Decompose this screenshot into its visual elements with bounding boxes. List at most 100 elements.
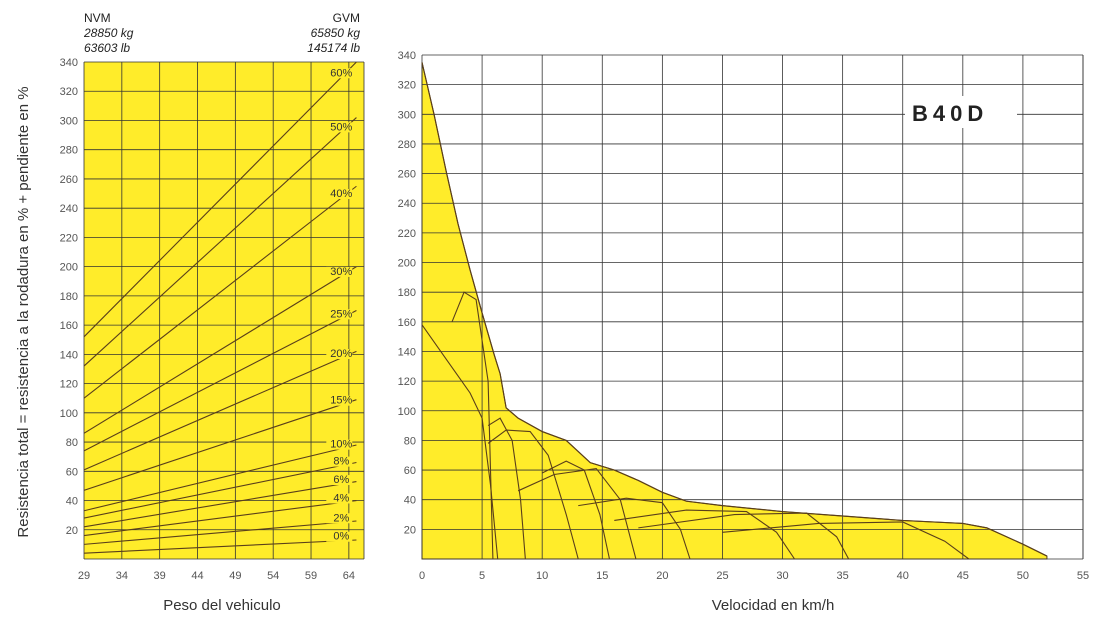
grade-line-50pct — [84, 117, 357, 367]
x-tick-label-0-3: 44 — [191, 570, 203, 582]
gear-curve-6 — [517, 467, 637, 559]
grade-line-4pct — [84, 499, 357, 537]
y-tick-label-1-8: 180 — [398, 287, 416, 299]
y-tick-label-0-3: 80 — [66, 437, 78, 449]
y-tick-label-1-12: 260 — [398, 169, 416, 181]
y-tick-label-0-4: 100 — [60, 408, 78, 420]
x-tick-label-1-4: 20 — [656, 570, 668, 582]
x-tick-label-1-11: 55 — [1077, 570, 1089, 582]
performance-envelope-outline — [421, 62, 1048, 557]
grade-line-60pct — [84, 62, 357, 338]
x-tick-label-0-2: 39 — [154, 570, 166, 582]
grade-label-bg-3 — [326, 266, 353, 277]
y-tick-label-0-5: 120 — [60, 379, 78, 391]
right-x-axis-label: Velocidad en km/h — [712, 597, 835, 614]
grade-label-2pct: 2% — [333, 512, 349, 524]
x-tick-label-1-5: 25 — [716, 570, 728, 582]
left-x-axis-label: Peso del vehiculo — [163, 597, 281, 614]
y-tick-label-0-13: 280 — [60, 145, 78, 157]
grade-label-40pct: 40% — [330, 188, 352, 200]
x-tick-label-1-9: 45 — [957, 570, 969, 582]
grade-label-20pct: 20% — [330, 348, 352, 360]
y-tick-label-1-6: 140 — [398, 346, 416, 358]
grade-line-0pct — [84, 539, 357, 554]
model-label-bg — [905, 96, 1017, 128]
grade-line-15pct — [84, 399, 357, 491]
y-tick-label-0-6: 140 — [60, 349, 78, 361]
nvm-kg: 28850 kg — [83, 26, 134, 40]
y-tick-label-1-4: 100 — [398, 406, 416, 418]
gvm-kg: 65850 kg — [311, 26, 361, 40]
gvm-lb: 145174 lb — [307, 41, 360, 55]
y-tick-label-0-8: 180 — [60, 291, 78, 303]
gear-curve-2 — [451, 291, 494, 559]
speed-panel: 0 5 10 15 20 25 30 35 40 45 50 55 20 40 60 80 100 120 140 1… — [398, 50, 1089, 582]
grade-label-bg-4 — [326, 309, 353, 320]
x-tick-label-1-3: 15 — [596, 570, 608, 582]
grade-line-40pct — [84, 185, 357, 399]
gear-curve-4 — [487, 429, 579, 559]
grade-line-8pct — [84, 461, 357, 519]
y-tick-label-1-10: 220 — [398, 228, 416, 240]
y-tick-label-0-7: 160 — [60, 320, 78, 332]
gvm-label: GVM — [333, 11, 360, 25]
grade-label-25pct: 25% — [330, 308, 352, 320]
x-tick-label-1-2: 10 — [536, 570, 548, 582]
nvm-lb: 63603 lb — [84, 41, 130, 55]
y-tick-label-0-10: 220 — [60, 232, 78, 244]
y-axis-label: Resistencia total = resistencia a la rod… — [15, 86, 32, 537]
x-tick-label-0-6: 59 — [305, 570, 317, 582]
grade-label-bg-9 — [326, 475, 353, 486]
grade-line-6pct — [84, 480, 357, 528]
grade-label-50pct: 50% — [330, 121, 352, 133]
x-tick-label-1-10: 50 — [1017, 570, 1029, 582]
gear-curve-7 — [578, 497, 691, 559]
grade-label-bg-1 — [326, 122, 353, 133]
x-tick-label-0-5: 54 — [267, 570, 279, 582]
grade-label-0pct: 0% — [333, 531, 349, 543]
y-tick-label-0-12: 260 — [60, 174, 78, 186]
x-tick-label-1-7: 35 — [837, 570, 849, 582]
y-tick-label-0-1: 40 — [66, 496, 78, 508]
x-tick-label-1-8: 40 — [897, 570, 909, 582]
nvm-label: NVM — [84, 11, 111, 25]
grade-label-bg-11 — [326, 513, 353, 524]
gear-curve-3 — [487, 417, 526, 559]
grade-label-bg-2 — [326, 189, 353, 200]
x-tick-label-0-4: 49 — [229, 570, 241, 582]
grade-label-bg-10 — [326, 493, 353, 504]
grade-label-8pct: 8% — [333, 456, 349, 468]
y-tick-label-0-15: 320 — [60, 86, 78, 98]
grade-label-bg-5 — [326, 349, 353, 360]
grade-label-10pct: 10% — [330, 439, 352, 451]
y-tick-label-1-5: 120 — [398, 376, 416, 388]
y-tick-label-0-11: 240 — [60, 203, 78, 215]
y-tick-label-0-16: 340 — [60, 57, 78, 69]
gear-curve-8 — [614, 509, 796, 559]
x-tick-label-1-0: 0 — [419, 570, 425, 582]
panel-0-background — [84, 62, 364, 559]
y-tick-label-1-13: 280 — [398, 139, 416, 151]
y-tick-label-1-7: 160 — [398, 317, 416, 329]
y-tick-label-1-3: 80 — [404, 435, 416, 447]
grade-label-4pct: 4% — [333, 492, 349, 504]
grade-line-10pct — [84, 444, 357, 512]
weight-panel: 29 34 39 44 49 54 59 64 20 40 60 80 100 120 140 160 180 2… — [60, 57, 365, 582]
grade-line-2pct — [84, 520, 357, 545]
y-tick-label-1-9: 200 — [398, 258, 416, 270]
y-tick-label-0-0: 20 — [66, 525, 78, 537]
grade-label-60pct: 60% — [330, 67, 352, 79]
y-tick-label-0-9: 200 — [60, 262, 78, 274]
y-tick-label-0-2: 60 — [66, 466, 78, 478]
grade-line-30pct — [84, 266, 357, 434]
grade-label-bg-6 — [326, 395, 353, 406]
y-tick-label-1-11: 240 — [398, 198, 416, 210]
x-tick-label-0-0: 29 — [78, 570, 90, 582]
gear-curve-10 — [722, 521, 970, 559]
grade-label-30pct: 30% — [330, 266, 352, 278]
grade-label-bg-8 — [326, 456, 353, 467]
grade-line-20pct — [84, 350, 357, 471]
grade-label-6pct: 6% — [333, 474, 349, 486]
y-tick-label-1-2: 60 — [404, 465, 416, 477]
